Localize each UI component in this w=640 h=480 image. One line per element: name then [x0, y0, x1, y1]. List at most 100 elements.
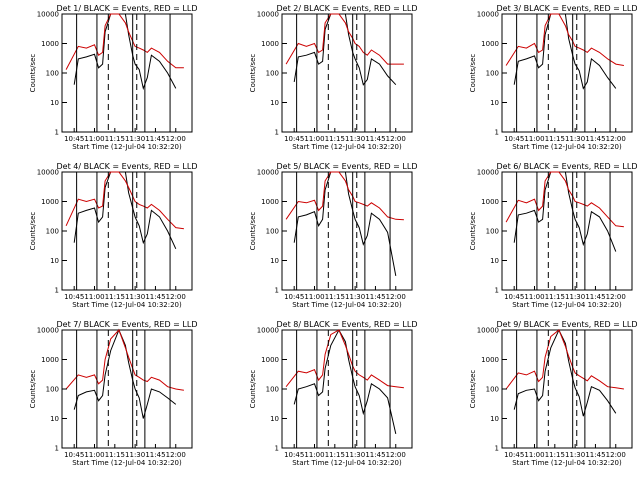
events-series-line: [513, 171, 617, 252]
x-tick-label: 11:15: [105, 451, 125, 459]
x-tick-label: 11:15: [545, 135, 565, 143]
panel-title: Det 5/ BLACK = Events, RED = LLD: [277, 162, 418, 171]
y-tick-label: 100: [266, 70, 279, 78]
y-tick-label: 10000: [37, 327, 59, 335]
x-axis-label: Start Time (12-Jul-04 10:32:20): [72, 301, 182, 309]
plot-frame: [61, 171, 193, 291]
y-axis-label: Counts/sec: [249, 212, 257, 251]
y-tick-label: 100: [486, 228, 499, 236]
x-tick-label: 10:45: [504, 135, 524, 143]
y-tick-label: 100: [486, 70, 499, 78]
x-tick-label: 12:00: [386, 135, 406, 143]
y-tick-label: 10000: [257, 11, 279, 19]
detector-panel: 10:45 11:00 11:15 11:30 11:45 12:00 1 10 100 1000…: [249, 162, 417, 309]
events-series-line: [73, 171, 177, 250]
y-tick-label: 1: [55, 287, 59, 295]
y-tick-label: 1000: [481, 198, 499, 206]
x-tick-label: 11:15: [545, 451, 565, 459]
x-tick-label: 11:00: [524, 293, 544, 301]
x-tick-label: 10:45: [64, 293, 84, 301]
x-tick-label: 11:45: [365, 293, 385, 301]
x-tick-label: 11:30: [345, 293, 365, 301]
y-tick-label: 100: [266, 228, 279, 236]
x-axis-label: Start Time (12-Jul-04 10:32:20): [292, 143, 402, 151]
y-axis-label: Counts/sec: [469, 212, 477, 251]
panel-title: Det 8/ BLACK = Events, RED = LLD: [277, 320, 418, 329]
y-tick-label: 10000: [477, 11, 499, 19]
y-tick-label: 10000: [37, 169, 59, 177]
x-tick-label: 11:45: [145, 451, 165, 459]
x-tick-label: 11:00: [84, 293, 104, 301]
x-tick-label: 12:00: [166, 293, 186, 301]
x-tick-label: 11:00: [304, 135, 324, 143]
detector-panel: 10:45 11:00 11:15 11:30 11:45 12:00 1 10 100 1000…: [469, 162, 637, 309]
detector-panel: 10:45 11:00 11:15 11:30 11:45 12:00 1 10 100 1000…: [29, 4, 197, 151]
detector-panel: 10:45 11:00 11:15 11:30 11:45 12:00 1 10 100 1000…: [29, 162, 197, 309]
x-tick-label: 10:45: [284, 451, 304, 459]
y-tick-label: 10000: [257, 169, 279, 177]
x-tick-label: 11:45: [585, 135, 605, 143]
panel-title: Det 7/ BLACK = Events, RED = LLD: [57, 320, 198, 329]
y-tick-label: 1: [275, 287, 279, 295]
plot-frame: [61, 13, 193, 133]
x-tick-label: 11:30: [345, 135, 365, 143]
x-tick-label: 11:30: [125, 293, 145, 301]
y-axis-label: Counts/sec: [469, 54, 477, 93]
x-tick-label: 12:00: [606, 451, 626, 459]
detector-panel: 10:45 11:00 11:15 11:30 11:45 12:00 1 10 100 1000…: [249, 4, 417, 151]
plot-frame: [281, 13, 413, 133]
plot-frame: [281, 329, 413, 449]
y-tick-label: 1: [275, 445, 279, 453]
y-tick-label: 1000: [481, 356, 499, 364]
x-tick-label: 12:00: [386, 451, 406, 459]
x-tick-label: 11:15: [325, 293, 345, 301]
y-axis-label: Counts/sec: [29, 212, 37, 251]
x-tick-label: 11:30: [125, 135, 145, 143]
y-tick-label: 100: [46, 70, 59, 78]
x-tick-label: 11:00: [84, 135, 104, 143]
x-tick-label: 11:00: [524, 135, 544, 143]
x-tick-label: 10:45: [64, 135, 84, 143]
x-tick-label: 10:45: [284, 293, 304, 301]
panel-title: Det 1/ BLACK = Events, RED = LLD: [57, 4, 198, 13]
x-tick-label: 11:45: [365, 135, 385, 143]
x-tick-label: 11:15: [105, 293, 125, 301]
x-tick-label: 12:00: [166, 135, 186, 143]
plot-frame: [501, 13, 633, 133]
x-tick-label: 10:45: [504, 451, 524, 459]
detector-panel: 10:45 11:00 11:15 11:30 11:45 12:00 1 10 100 1000…: [469, 4, 637, 151]
y-tick-label: 1000: [41, 356, 59, 364]
x-tick-label: 10:45: [64, 451, 84, 459]
y-tick-label: 10: [270, 415, 279, 423]
x-tick-label: 11:15: [105, 135, 125, 143]
y-tick-label: 10: [50, 257, 59, 265]
y-tick-label: 1000: [41, 198, 59, 206]
x-axis-label: Start Time (12-Jul-04 10:32:20): [72, 459, 182, 467]
lld-series-line: [65, 171, 184, 230]
x-axis-label: Start Time (12-Jul-04 10:32:20): [512, 301, 622, 309]
y-tick-label: 1000: [261, 40, 279, 48]
x-tick-label: 11:30: [565, 293, 585, 301]
y-tick-label: 10000: [37, 11, 59, 19]
x-tick-label: 11:45: [145, 293, 165, 301]
y-tick-label: 10: [270, 257, 279, 265]
y-tick-label: 10: [490, 99, 499, 107]
lld-series-line: [65, 13, 184, 70]
lld-series-line: [285, 329, 404, 389]
y-tick-label: 10: [490, 415, 499, 423]
y-tick-label: 10000: [477, 327, 499, 335]
x-tick-label: 10:45: [504, 293, 524, 301]
plot-frame: [61, 329, 193, 449]
events-series-line: [293, 171, 397, 276]
y-tick-label: 1000: [41, 40, 59, 48]
panel-title: Det 3/ BLACK = Events, RED = LLD: [497, 4, 638, 13]
panel-title: Det 2/ BLACK = Events, RED = LLD: [277, 4, 418, 13]
x-tick-label: 12:00: [606, 135, 626, 143]
x-tick-label: 11:15: [325, 135, 345, 143]
y-tick-label: 1000: [261, 356, 279, 364]
detector-panel: 10:45 11:00 11:15 11:30 11:45 12:00 1 10 100 1000…: [29, 320, 197, 467]
x-tick-label: 11:45: [145, 135, 165, 143]
x-tick-label: 11:30: [345, 451, 365, 459]
y-tick-label: 100: [46, 228, 59, 236]
